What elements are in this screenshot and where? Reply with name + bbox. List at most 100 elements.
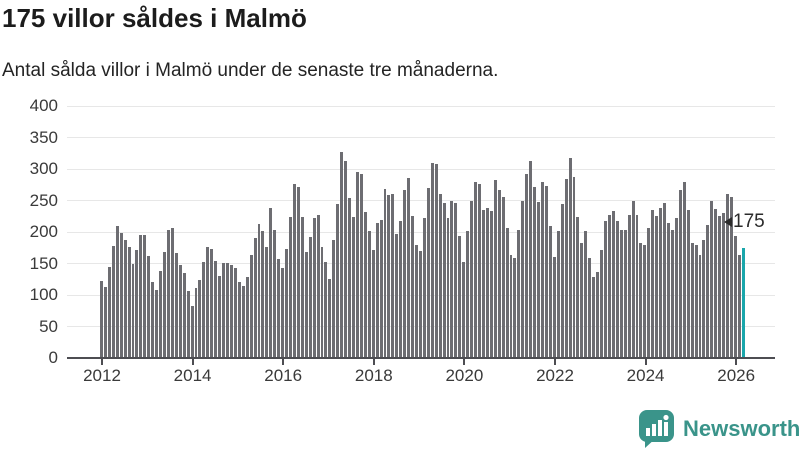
bar (458, 235, 462, 358)
bar (513, 257, 517, 358)
bar (454, 203, 458, 358)
bar (470, 200, 474, 358)
bar (367, 231, 371, 358)
bar (474, 181, 477, 358)
bar (670, 230, 674, 358)
gridline (67, 137, 775, 138)
bar (190, 306, 194, 358)
gridline (67, 168, 775, 170)
bar (430, 162, 434, 358)
bar (340, 152, 344, 358)
bar (111, 245, 115, 358)
bar (674, 218, 678, 358)
bar (678, 189, 682, 358)
bar (481, 209, 485, 358)
newsworthy-logo-icon (639, 410, 674, 448)
bar (635, 215, 639, 358)
bar (694, 244, 698, 358)
bar (446, 218, 450, 358)
bar (403, 189, 407, 358)
bar (415, 245, 418, 358)
bar (509, 255, 513, 358)
bar (261, 231, 265, 358)
bar-series (100, 106, 745, 358)
bar (182, 272, 186, 358)
bar (529, 161, 533, 358)
bar (285, 249, 288, 358)
newsworthy-logo-text: Newsworthy (683, 416, 800, 441)
y-axis-label: 100 (29, 285, 58, 304)
bar (426, 187, 430, 358)
bar (623, 230, 627, 358)
bar (572, 176, 576, 358)
bar (229, 265, 233, 358)
bar (611, 211, 615, 358)
bar (328, 278, 332, 358)
x-axis-tick-label: 2014 (173, 366, 212, 385)
bar (155, 289, 159, 358)
bar (706, 225, 710, 358)
bar (127, 246, 131, 358)
bar (651, 209, 655, 358)
bar (119, 233, 123, 358)
x-axis-tick-label: 2024 (626, 366, 665, 385)
newsworthy-branding: Newsworthy (638, 409, 800, 449)
bar (592, 276, 596, 358)
bar (237, 282, 241, 358)
bar (139, 235, 143, 358)
bar (489, 210, 493, 358)
bar (737, 254, 741, 358)
bar (564, 179, 568, 358)
bar (722, 213, 726, 358)
bar (218, 276, 222, 358)
bar (643, 244, 647, 358)
bar (422, 218, 426, 358)
bar (107, 267, 111, 358)
bar (607, 215, 611, 358)
bar (324, 262, 328, 358)
x-axis-tick (554, 359, 556, 365)
x-axis-tick-label: 2018 (354, 366, 393, 385)
bar (462, 262, 466, 358)
bar (698, 254, 702, 358)
bar (143, 234, 147, 358)
bar (296, 187, 300, 358)
bar (391, 194, 395, 358)
bar (174, 253, 178, 358)
annotation-arrow-icon (724, 217, 732, 227)
bar (249, 254, 253, 358)
bar (552, 256, 556, 358)
bar (505, 227, 509, 358)
gridline (67, 200, 775, 201)
bar (647, 228, 651, 358)
chart-subtitle: Antal sålda villor i Malmö under de sena… (2, 60, 499, 81)
bar (163, 251, 166, 358)
bar (355, 171, 359, 358)
bar (619, 230, 623, 358)
plot-area (67, 105, 775, 365)
x-axis-tick (282, 359, 285, 365)
y-axis-label: 50 (39, 316, 58, 336)
bar (726, 193, 729, 358)
bar (147, 255, 151, 358)
bar (485, 208, 489, 358)
bar (659, 208, 663, 358)
bar (407, 178, 411, 358)
bar (292, 184, 296, 358)
bar (253, 237, 257, 358)
bar (214, 260, 218, 358)
bar (332, 239, 336, 358)
bar (517, 230, 521, 358)
x-axis-tick (101, 359, 103, 365)
bar (265, 246, 269, 358)
bar (383, 189, 387, 358)
bar (312, 218, 316, 358)
x-axis-line (67, 357, 775, 359)
bar (379, 220, 383, 358)
bar (584, 231, 588, 358)
bar (387, 194, 391, 358)
bar (359, 174, 363, 358)
bar (702, 239, 706, 358)
bar (308, 237, 312, 358)
